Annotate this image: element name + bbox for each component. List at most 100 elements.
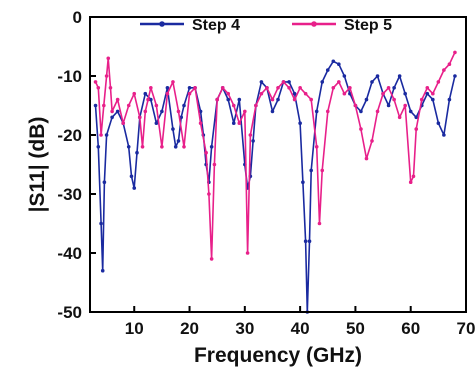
data-point [102, 103, 106, 108]
data-point [93, 103, 98, 108]
data-point [307, 239, 312, 243]
data-point [245, 251, 250, 255]
data-point [96, 86, 101, 90]
data-point [212, 162, 217, 167]
data-point [281, 80, 286, 84]
data-point [447, 97, 452, 102]
data-point [348, 86, 352, 90]
data-point [270, 109, 275, 114]
data-point [337, 62, 341, 66]
x-tick-label: 20 [180, 319, 199, 338]
data-point [259, 91, 264, 96]
x-tick-label: 60 [401, 319, 420, 338]
data-point [154, 121, 159, 125]
data-point [386, 103, 391, 108]
data-point [104, 74, 109, 78]
x-tick-label: 30 [235, 319, 254, 338]
data-point [137, 115, 142, 120]
data-point [292, 97, 297, 102]
data-point [104, 133, 109, 137]
data-point [375, 109, 380, 114]
data-point [176, 139, 181, 143]
y-tick-label: 0 [73, 8, 82, 27]
data-point [243, 109, 247, 114]
data-point [375, 74, 380, 78]
y-tick-label: -50 [57, 303, 82, 322]
data-point [331, 59, 336, 64]
data-point [165, 86, 170, 90]
data-point [251, 139, 255, 143]
y-tick-label: -10 [57, 67, 82, 86]
data-point [287, 86, 291, 90]
data-point [276, 86, 280, 90]
data-point [146, 97, 150, 102]
data-point [403, 103, 407, 108]
series-2 [93, 50, 457, 261]
data-point [414, 115, 419, 120]
data-point [408, 180, 413, 184]
data-point [425, 86, 430, 90]
data-point [447, 62, 452, 66]
data-point [325, 68, 330, 72]
data-point [431, 97, 435, 102]
data-point [231, 103, 236, 108]
data-point [453, 50, 457, 55]
data-point [237, 97, 242, 102]
data-point [115, 97, 120, 102]
data-point [364, 156, 369, 161]
data-point [100, 268, 105, 273]
data-point [408, 109, 413, 114]
data-point [320, 168, 325, 173]
data-point [143, 109, 148, 114]
data-point [292, 91, 297, 96]
data-point [436, 80, 441, 84]
data-point [110, 109, 114, 114]
data-point [425, 91, 430, 96]
data-point [154, 103, 159, 108]
data-point [149, 97, 153, 102]
data-point [207, 192, 211, 196]
x-tick-label: 70 [457, 319, 476, 338]
data-point [392, 86, 396, 90]
data-point [209, 257, 214, 261]
x-tick-label: 50 [346, 319, 365, 338]
data-point [411, 174, 416, 179]
data-point [381, 91, 385, 96]
data-point [149, 86, 153, 90]
data-point [96, 145, 101, 149]
data-point [176, 109, 181, 114]
data-point [403, 91, 407, 96]
data-point [254, 103, 258, 108]
data-point [419, 97, 424, 102]
plot-frame [89, 16, 467, 313]
data-point [353, 103, 358, 108]
data-point [303, 91, 308, 96]
data-point [171, 80, 175, 84]
data-point [314, 109, 319, 114]
data-point [392, 97, 396, 102]
data-point [298, 86, 302, 90]
data-point [325, 109, 330, 114]
legend-label: Step 5 [344, 17, 392, 34]
data-point [265, 86, 269, 90]
data-point [165, 91, 170, 96]
data-point [386, 86, 391, 90]
data-point [370, 80, 374, 84]
data-point [187, 86, 192, 90]
data-point [99, 133, 103, 137]
data-point [171, 127, 175, 131]
data-point [359, 127, 363, 131]
data-point [182, 145, 186, 149]
data-point [143, 91, 148, 96]
data-point [259, 80, 264, 84]
data-point [317, 221, 322, 226]
data-point [309, 168, 313, 173]
data-point [204, 150, 208, 155]
data-point [287, 80, 291, 84]
data-point [298, 121, 302, 125]
data-point [231, 121, 236, 125]
data-point [320, 80, 325, 84]
data-point [187, 91, 192, 96]
data-point [442, 133, 446, 137]
